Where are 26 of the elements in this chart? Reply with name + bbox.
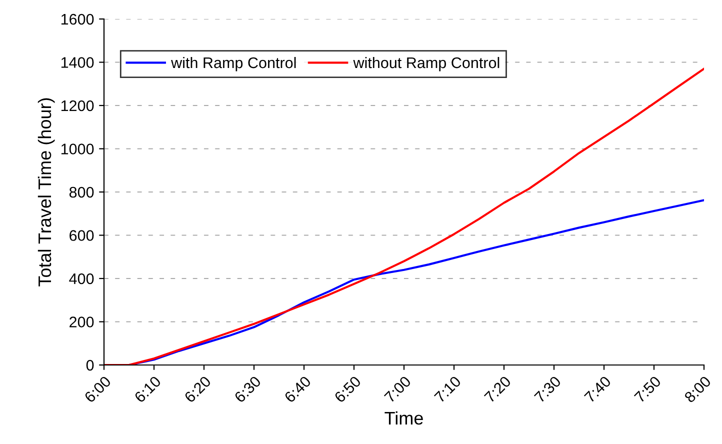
x-tick-label: 6:30 [234,375,262,404]
x-tick-label: 6:20 [184,375,212,404]
x-tick-label: 7:10 [434,375,462,404]
y-tick-label: 1200 [61,100,94,112]
x-tick-label: 7:30 [534,375,562,404]
x-tick-label: 8:00 [684,375,712,404]
x-tick-label: 7:50 [634,375,662,404]
x-tick-label: 6:10 [134,375,162,404]
y-tick-label: 400 [69,273,94,284]
x-tick-label: 7:20 [484,375,512,404]
x-tick-label: 6:00 [84,375,112,404]
y-axis-title: Total Travel Time (hour) [38,98,55,286]
y-tick-label: 1000 [61,144,94,154]
y-tick-label: 1600 [61,14,94,25]
legend-label: without Ramp Control [353,56,500,72]
y-tick-label: 600 [70,230,94,241]
x-axis-title: Time [384,411,423,425]
y-tick-label: 1400 [61,57,94,68]
x-tick-label: 7:00 [384,375,412,404]
x-tick-label: 6:50 [334,375,362,404]
x-tick-label: 6:40 [284,375,312,404]
x-tick-label: 7:40 [584,375,612,404]
y-tick-label: 200 [70,316,94,328]
legend-label: with Ramp Control [171,56,296,72]
y-tick-label: 0 [86,360,94,371]
y-tick-label: 800 [69,186,94,198]
